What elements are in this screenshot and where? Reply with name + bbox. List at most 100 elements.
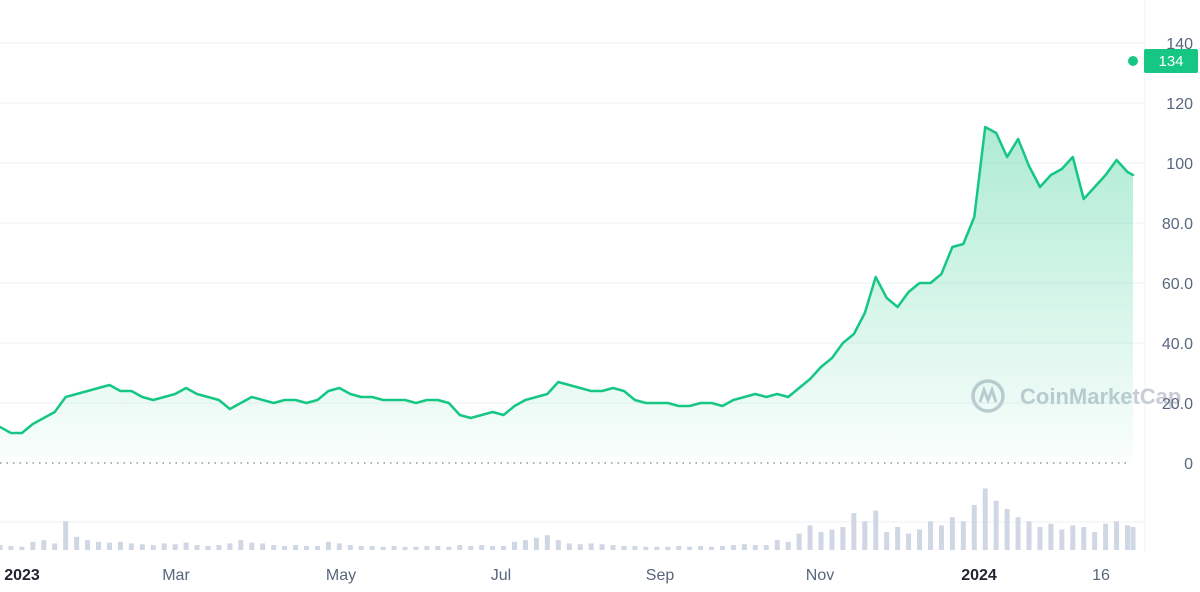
y-tick-label: 20.0 (1162, 396, 1193, 413)
volume-bar (216, 545, 222, 550)
volume-bar (982, 488, 988, 550)
volume-bars (0, 488, 1136, 550)
volume-bar (654, 546, 660, 550)
volume-bar (895, 527, 901, 550)
volume-bar (555, 540, 561, 550)
y-axis: 140 120 100 80.0 60.0 40.0 20.0 0 (1162, 36, 1193, 473)
volume-bar (457, 545, 463, 550)
volume-bar (709, 546, 715, 550)
volume-bar (851, 513, 857, 550)
volume-bar (52, 543, 58, 550)
current-price-badge-bg (1144, 49, 1198, 73)
volume-bar (501, 545, 507, 550)
y-tick-label: 60.0 (1162, 276, 1193, 293)
volume-bar (960, 521, 966, 550)
y-tick-label: 40.0 (1162, 336, 1193, 353)
volume-bar (1125, 525, 1131, 550)
volume-bar (818, 531, 824, 550)
volume-bar (1026, 521, 1032, 550)
volume-bar (139, 544, 145, 550)
price-area-fill (0, 127, 1133, 463)
volume-bar (249, 542, 255, 550)
volume-bar (41, 540, 47, 550)
volume-bar (938, 525, 944, 550)
volume-bar (840, 527, 846, 550)
y-tick-label: 0 (1184, 456, 1193, 473)
volume-bar (336, 543, 342, 550)
x-tick-label: Nov (806, 567, 834, 584)
volume-bar (676, 545, 682, 550)
volume-bar (1130, 527, 1136, 550)
volume-bar (512, 541, 518, 550)
volume-bar (1070, 525, 1076, 550)
volume-bar (479, 545, 485, 550)
volume-bar (730, 545, 736, 550)
volume-bar (917, 529, 923, 550)
y-tick-label: 140 (1166, 36, 1193, 53)
volume-bar (490, 545, 496, 550)
volume-bar (665, 546, 671, 550)
volume-bar (862, 521, 868, 550)
price-area (0, 56, 1138, 463)
y-tick-label: 80.0 (1162, 216, 1193, 233)
x-tick-label: Mar (162, 567, 190, 584)
x-tick-label: 16 (1092, 567, 1110, 584)
volume-bar (8, 545, 14, 550)
current-price-label: 134 (1158, 53, 1183, 70)
volume-bar (763, 545, 769, 550)
volume-bar (96, 541, 102, 550)
volume-bar (1048, 523, 1054, 550)
volume-bar (369, 545, 375, 550)
x-tick-label: Sep (646, 567, 675, 584)
volume-bar (1114, 521, 1120, 550)
volume-bar (752, 545, 758, 550)
volume-bar (533, 537, 539, 550)
volume-bar (599, 544, 605, 550)
volume-bar (63, 521, 69, 550)
volume-bar (194, 545, 200, 550)
x-tick-label: 2023 (4, 567, 40, 584)
volume-bar (522, 540, 528, 550)
volume-bar (884, 531, 890, 550)
volume-bar (949, 517, 955, 550)
volume-bar (260, 543, 266, 550)
volume-bar (621, 545, 627, 550)
volume-bar (1015, 517, 1021, 550)
volume-bar (282, 545, 288, 550)
volume-bar (1037, 527, 1043, 550)
volume-bar (796, 533, 802, 550)
volume-bar (74, 536, 80, 550)
volume-bar (785, 541, 791, 550)
volume-bar (435, 545, 441, 550)
volume-bar (424, 545, 430, 550)
volume-bar (1092, 531, 1098, 550)
volume-bar (30, 541, 36, 550)
volume-bar (106, 542, 112, 550)
volume-bar (1004, 509, 1010, 550)
volume-bar (402, 546, 408, 550)
volume-bar (293, 545, 299, 550)
volume-bar (643, 546, 649, 550)
volume-bar (238, 540, 244, 550)
volume-bar (85, 540, 91, 550)
volume-bar (468, 545, 474, 550)
volume-bar (741, 544, 747, 550)
x-axis: 2023 Mar May Jul Sep Nov 2024 16 (4, 567, 1110, 584)
volume-bar (577, 544, 583, 550)
y-tick-label: 100 (1166, 156, 1193, 173)
volume-bar (1103, 523, 1109, 550)
volume-bar (971, 504, 977, 550)
volume-bar (927, 521, 933, 550)
volume-bar (325, 541, 331, 550)
volume-bar (413, 546, 419, 550)
volume-bar (0, 545, 3, 550)
volume-bar (358, 545, 364, 550)
volume-bar (632, 545, 638, 550)
volume-bar (807, 525, 813, 550)
volume-bar (391, 545, 397, 550)
volume-bar (271, 545, 277, 550)
volume-bar (117, 541, 123, 550)
volume-bar (380, 546, 386, 550)
volume-bar (774, 540, 780, 550)
